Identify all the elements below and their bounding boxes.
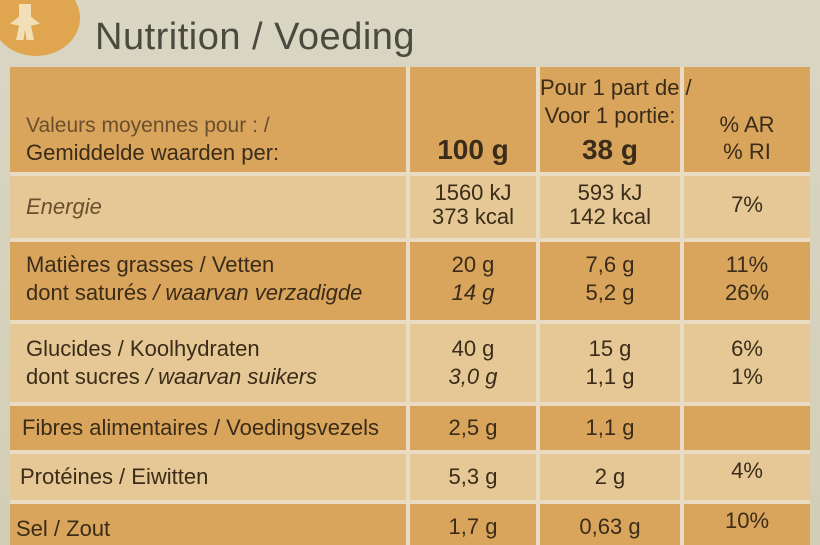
row-sublabel: dont saturés / waarvan verzadigde xyxy=(26,280,363,305)
row-label: Fibres alimentaires / Voedingsvezels xyxy=(22,415,380,440)
row-100g: 40 g xyxy=(451,336,495,361)
row-label: Energie xyxy=(26,194,102,219)
row-label: Matières grasses / Vetten xyxy=(26,252,275,277)
row-100g-sub: 3,0 g xyxy=(448,364,498,389)
row-portion-kcal: 142 kcal xyxy=(569,204,651,229)
row-100g: 1,7 g xyxy=(448,514,498,539)
header-ri: % RI xyxy=(723,139,771,164)
row-sublabel: dont sucres / waarvan suikers xyxy=(26,364,318,389)
row-portion: 15 g xyxy=(588,336,632,361)
row-portion: 1,1 g xyxy=(585,415,635,440)
table-row: Glucides / Koolhydraten dont sucres / wa… xyxy=(10,324,810,402)
table-row: Energie 1560 kJ 373 kcal 593 kJ 142 kcal… xyxy=(10,176,810,238)
row-pct: 7% xyxy=(731,192,763,217)
row-portion-sub: 5,2 g xyxy=(585,280,635,305)
row-100g-kcal: 373 kcal xyxy=(432,204,514,229)
row-100g-kj: 1560 kJ xyxy=(434,180,512,205)
table-header: Valeurs moyennes pour : / Gemiddelde waa… xyxy=(10,67,810,172)
row-pct-sub: 26% xyxy=(724,280,770,305)
nutrition-table: Valeurs moyennes pour : / Gemiddelde waa… xyxy=(10,67,810,545)
row-portion-kj: 593 kJ xyxy=(577,180,643,205)
header-portion-nl: Voor 1 portie: xyxy=(544,103,676,128)
row-100g: 5,3 g xyxy=(448,464,498,489)
row-pct: 6% xyxy=(731,336,763,361)
row-pct: 11% xyxy=(725,252,769,277)
table-row: Matières grasses / Vetten dont saturés /… xyxy=(10,242,810,320)
header-label-nl: Gemiddelde waarden per: xyxy=(26,140,280,165)
header-label-fr: Valeurs moyennes pour : / xyxy=(26,114,270,137)
table-row: Protéines / Eiwitten 5,3 g 2 g 4% xyxy=(10,454,810,500)
table-row: Fibres alimentaires / Voedingsvezels 2,5… xyxy=(10,406,810,450)
page-title: Nutrition / Voeding xyxy=(95,16,416,58)
row-label: Glucides / Koolhydraten xyxy=(26,336,260,361)
table-row: Sel / Zout 1,7 g 0,63 g 10% xyxy=(10,504,810,545)
row-pct: 4% xyxy=(731,458,763,483)
row-portion: 2 g xyxy=(594,464,626,489)
header-portion-fr: Pour 1 part de / xyxy=(540,75,692,100)
row-100g: 20 g xyxy=(451,252,495,277)
header-100g: 100 g xyxy=(437,134,509,165)
header-ar: % AR xyxy=(719,112,775,137)
row-portion: 7,6 g xyxy=(585,252,635,277)
row-portion: 0,63 g xyxy=(579,514,641,539)
brand-logo xyxy=(0,0,80,56)
row-pct-sub: 1% xyxy=(731,364,763,389)
row-label: Protéines / Eiwitten xyxy=(20,464,209,489)
header-portion-size: 38 g xyxy=(581,134,639,165)
person-icon xyxy=(10,4,40,40)
row-pct: 10% xyxy=(724,508,770,533)
row-100g-sub: 14 g xyxy=(451,280,495,305)
row-label: Sel / Zout xyxy=(16,516,111,541)
row-100g: 2,5 g xyxy=(448,415,498,440)
row-portion-sub: 1,1 g xyxy=(585,364,635,389)
